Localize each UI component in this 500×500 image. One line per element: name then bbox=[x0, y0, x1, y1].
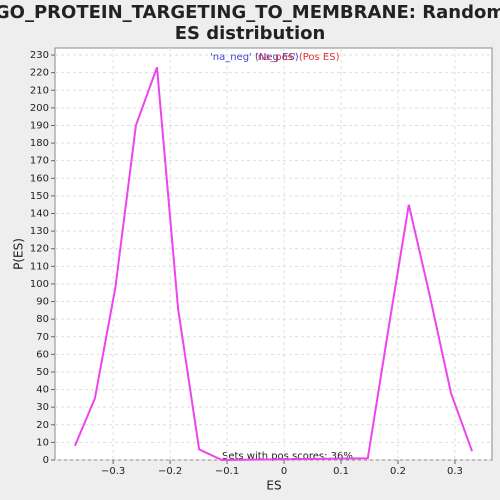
y-tick-label: 220 bbox=[30, 68, 49, 79]
y-tick-label: 180 bbox=[30, 138, 49, 149]
y-tick-label: 0 bbox=[43, 455, 49, 466]
y-tick-label: 170 bbox=[30, 156, 49, 167]
series-line bbox=[74, 67, 473, 462]
y-tick-label: 230 bbox=[30, 50, 49, 61]
x-tick-label: 0.3 bbox=[447, 466, 463, 477]
y-tick-label: 100 bbox=[30, 279, 49, 290]
chart-title: GO_PROTEIN_TARGETING_TO_MEMBRANE: Random bbox=[0, 2, 500, 23]
y-tick-label: 110 bbox=[30, 261, 49, 272]
y-tick-label: 130 bbox=[30, 226, 49, 237]
x-tick-label: 0.2 bbox=[390, 466, 406, 477]
y-tick-label: 210 bbox=[30, 85, 49, 96]
legend-entry: 'na_pos' (Pos ES) bbox=[255, 52, 340, 63]
annotation: Sets with pos scores: 36% bbox=[222, 451, 353, 462]
y-tick-label: 140 bbox=[30, 209, 49, 220]
x-axis-label: ES bbox=[266, 479, 281, 493]
chart-title: ES distribution bbox=[175, 23, 326, 44]
x-tick-label: −0.3 bbox=[101, 466, 125, 477]
y-tick-label: 60 bbox=[36, 349, 49, 360]
x-tick-label: 0 bbox=[281, 466, 287, 477]
y-tick-label: 70 bbox=[36, 332, 49, 343]
x-tick-label: −0.2 bbox=[158, 466, 182, 477]
y-tick-label: 200 bbox=[30, 103, 49, 114]
y-tick-label: 50 bbox=[36, 367, 49, 378]
y-tick-label: 10 bbox=[36, 437, 49, 448]
y-tick-label: 20 bbox=[36, 420, 49, 431]
y-tick-label: 190 bbox=[30, 120, 49, 131]
y-tick-label: 80 bbox=[36, 314, 49, 325]
y-tick-label: 150 bbox=[30, 191, 49, 202]
y-axis-label: P(ES) bbox=[12, 238, 26, 270]
y-tick-label: 30 bbox=[36, 402, 49, 413]
y-tick-label: 40 bbox=[36, 385, 49, 396]
y-tick-label: 160 bbox=[30, 173, 49, 184]
legend-entry: 'na_neg' (Neg ES) bbox=[210, 52, 299, 63]
x-tick-label: 0.1 bbox=[333, 466, 349, 477]
x-tick-label: −0.1 bbox=[215, 466, 239, 477]
y-tick-label: 120 bbox=[30, 244, 49, 255]
y-tick-label: 90 bbox=[36, 297, 49, 308]
